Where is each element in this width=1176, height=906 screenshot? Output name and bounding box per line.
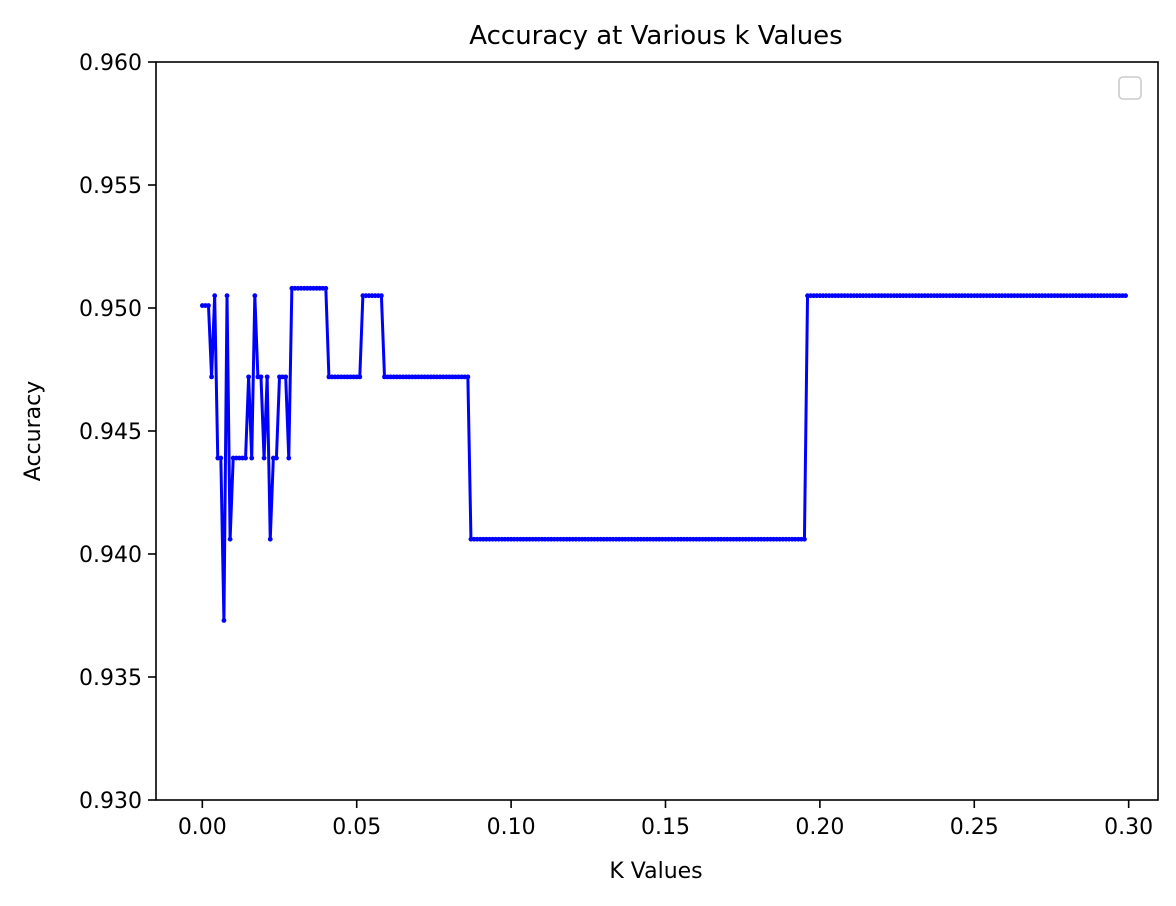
y-axis: 0.930 0.935 0.940 0.945 0.950 0.955 0.960 [79,51,156,814]
data-point [258,374,264,380]
chart-title: Accuracy at Various k Values [469,21,842,51]
data-point [221,618,227,623]
data-point [357,374,363,380]
x-tick-label: 0.20 [795,815,844,840]
data-point [267,536,273,542]
data-point [264,374,270,380]
y-tick-label: 0.955 [79,174,142,199]
data-point [206,303,211,308]
data-point [243,455,248,461]
axes-background [156,62,1158,800]
data-point [224,293,230,299]
data-point [212,293,218,299]
x-tick-label: 0.30 [1104,815,1153,840]
legend-box [1118,76,1142,100]
data-point [379,293,384,299]
data-point [465,374,471,380]
data-point [1123,293,1128,299]
data-point [323,285,329,291]
data-point [261,455,267,461]
y-axis-label: Accuracy [21,381,46,481]
data-point [252,293,258,299]
y-tick-label: 0.930 [79,789,142,814]
y-tick-label: 0.935 [79,666,142,691]
x-tick-label: 0.15 [641,815,690,840]
data-point [218,455,224,461]
data-point [209,374,214,380]
data-layer [199,285,1128,623]
y-tick-label: 0.940 [79,543,142,568]
x-axis: 0.00 0.05 0.10 0.15 0.20 0.25 0.30 [178,800,1153,840]
x-axis-label: K Values [609,859,702,884]
y-tick-label: 0.950 [79,297,142,322]
x-tick-label: 0.10 [487,815,536,840]
data-point [802,536,807,542]
data-point [286,455,292,461]
data-point [246,374,252,380]
data-point [227,536,233,542]
x-tick-label: 0.25 [950,815,999,840]
x-tick-label: 0.00 [178,815,227,840]
x-tick-label: 0.05 [332,815,381,840]
data-point [274,455,279,461]
y-tick-label: 0.945 [79,420,142,445]
data-point [283,374,289,380]
plot-area [155,61,1159,801]
y-tick-label: 0.960 [79,51,142,76]
data-point [249,455,255,461]
